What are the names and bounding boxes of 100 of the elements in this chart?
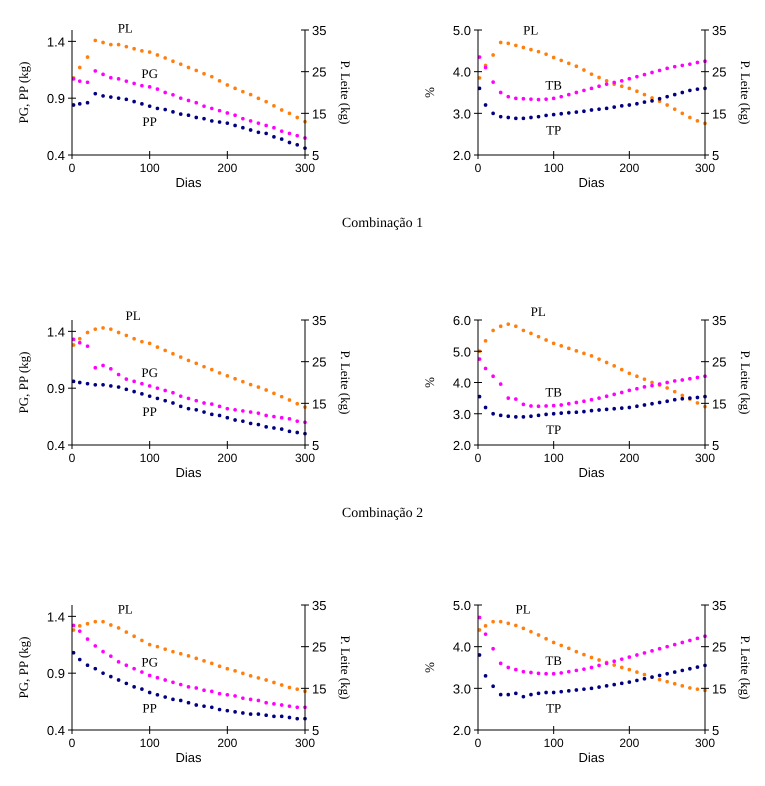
x-axis-title: Dias (578, 750, 605, 765)
y2-axis-title: P. Leite (kg) (738, 350, 753, 414)
y-tick-label: 5.0 (452, 598, 471, 613)
y2-axis-title: P. Leite (kg) (338, 636, 353, 700)
series-label: PP (142, 114, 157, 130)
x-tick-label: 100 (544, 161, 564, 175)
x-tick-label: 0 (68, 451, 76, 465)
series-label: TP (546, 122, 562, 138)
y2-axis-title: P. Leite (kg) (738, 636, 753, 700)
text: Combinação 1 (342, 216, 424, 231)
y2-tick-label: 25 (712, 640, 726, 655)
y2-tick-label: 5 (712, 723, 720, 738)
series-label: PG (141, 66, 158, 81)
y-axis-title: PG, PP (kg) (16, 351, 31, 414)
series-label: PL (118, 20, 133, 36)
x-tick-label: 300 (294, 161, 316, 175)
y-tick-label: 1.4 (46, 324, 65, 340)
x-axis-title: Dias (578, 175, 605, 190)
series-label: PL (523, 22, 538, 38)
y-tick-label: 0.9 (46, 91, 65, 106)
x-tick-label: 300 (694, 736, 716, 750)
x-tick-label: 200 (619, 451, 640, 465)
x-axis-title: Dias (175, 175, 202, 190)
y-axis-title: % (422, 376, 437, 388)
x-tick-label: 100 (544, 451, 564, 465)
y-axis-title: PG, PP (kg) (16, 61, 31, 124)
text: Combinação 2 (342, 506, 424, 521)
series-label: PL (516, 602, 531, 617)
x-axis-title: Dias (578, 465, 605, 480)
y2-tick-label: 25 (312, 640, 326, 655)
y2-tick-label: 25 (712, 354, 726, 370)
series-label: TP (546, 700, 562, 716)
x-tick-label: 200 (619, 736, 640, 750)
y2-tick-label: 25 (312, 354, 326, 370)
x-tick-label: 0 (68, 161, 76, 175)
x-tick-label: 100 (140, 451, 160, 465)
y-tick-label: 3.0 (452, 406, 471, 422)
y2-tick-label: 25 (712, 64, 726, 80)
x-tick-label: 300 (294, 451, 316, 465)
y2-tick-label: 5 (312, 723, 320, 738)
x-tick-label: 200 (217, 451, 238, 465)
y-tick-label: 2.0 (452, 723, 471, 738)
x-tick-label: 0 (474, 451, 482, 465)
x-tick-label: 0 (474, 161, 482, 175)
y-tick-label: 3.0 (452, 681, 471, 696)
series-label: PG (141, 364, 158, 380)
y2-tick-label: 5 (712, 438, 720, 453)
series-label: PL (125, 308, 141, 323)
x-tick-label: 200 (217, 736, 238, 750)
y2-axis-title: P. Leite (kg) (338, 60, 353, 124)
series-label: TP (546, 422, 562, 437)
y-tick-label: 0.9 (46, 381, 65, 396)
x-tick-label: 100 (544, 736, 564, 750)
series-label: PP (142, 404, 157, 420)
y2-tick-label: 35 (312, 598, 326, 613)
y2-tick-label: 35 (712, 23, 726, 38)
y2-tick-label: 15 (312, 106, 326, 122)
y2-tick-label: 15 (312, 396, 326, 412)
y-tick-label: 0.4 (46, 148, 65, 163)
y2-tick-label: 15 (712, 396, 726, 412)
y-tick-label: 4.0 (452, 640, 471, 655)
y-tick-label: 4.0 (452, 64, 471, 80)
series-label: PG (141, 654, 158, 670)
x-tick-label: 200 (217, 161, 238, 175)
x-tick-label: 200 (619, 161, 640, 175)
x-tick-label: 100 (140, 736, 160, 750)
y2-tick-label: 35 (712, 313, 726, 328)
x-tick-label: 300 (694, 451, 716, 465)
series-label: PL (530, 304, 546, 320)
y-axis-title: % (422, 86, 437, 98)
x-tick-label: 0 (68, 736, 76, 750)
x-tick-label: 300 (294, 736, 316, 750)
y-tick-label: 4.0 (452, 376, 471, 390)
y-tick-label: 1.4 (46, 609, 65, 624)
x-tick-label: 100 (140, 161, 160, 175)
y-tick-label: 1.4 (46, 34, 65, 50)
y-tick-label: 2.0 (452, 438, 471, 453)
y2-tick-label: 15 (712, 106, 726, 122)
y-tick-label: 0.4 (46, 438, 65, 453)
y2-tick-label: 15 (712, 681, 726, 696)
y2-tick-label: 35 (312, 23, 326, 38)
x-axis-title: Dias (175, 750, 202, 765)
y2-tick-label: 5 (712, 148, 720, 163)
y2-tick-label: 25 (312, 64, 326, 80)
series-label: PL (118, 602, 133, 617)
y2-tick-label: 5 (312, 148, 320, 163)
y2-axis-title: P. Leite (kg) (338, 350, 353, 414)
y-axis-title: PG, PP (kg) (16, 636, 31, 699)
y-tick-label: 5.0 (452, 23, 471, 38)
y2-tick-label: 15 (312, 681, 326, 696)
series-label: TB (545, 77, 562, 92)
x-tick-label: 300 (694, 161, 716, 175)
y2-tick-label: 5 (312, 438, 320, 453)
y-axis-title: % (422, 662, 437, 673)
y-tick-label: 6.0 (452, 313, 471, 328)
y2-tick-label: 35 (712, 598, 726, 613)
x-tick-label: 0 (474, 736, 482, 750)
series-label: TB (545, 652, 562, 668)
series-label: TB (545, 384, 562, 400)
y-tick-label: 0.4 (46, 723, 65, 738)
